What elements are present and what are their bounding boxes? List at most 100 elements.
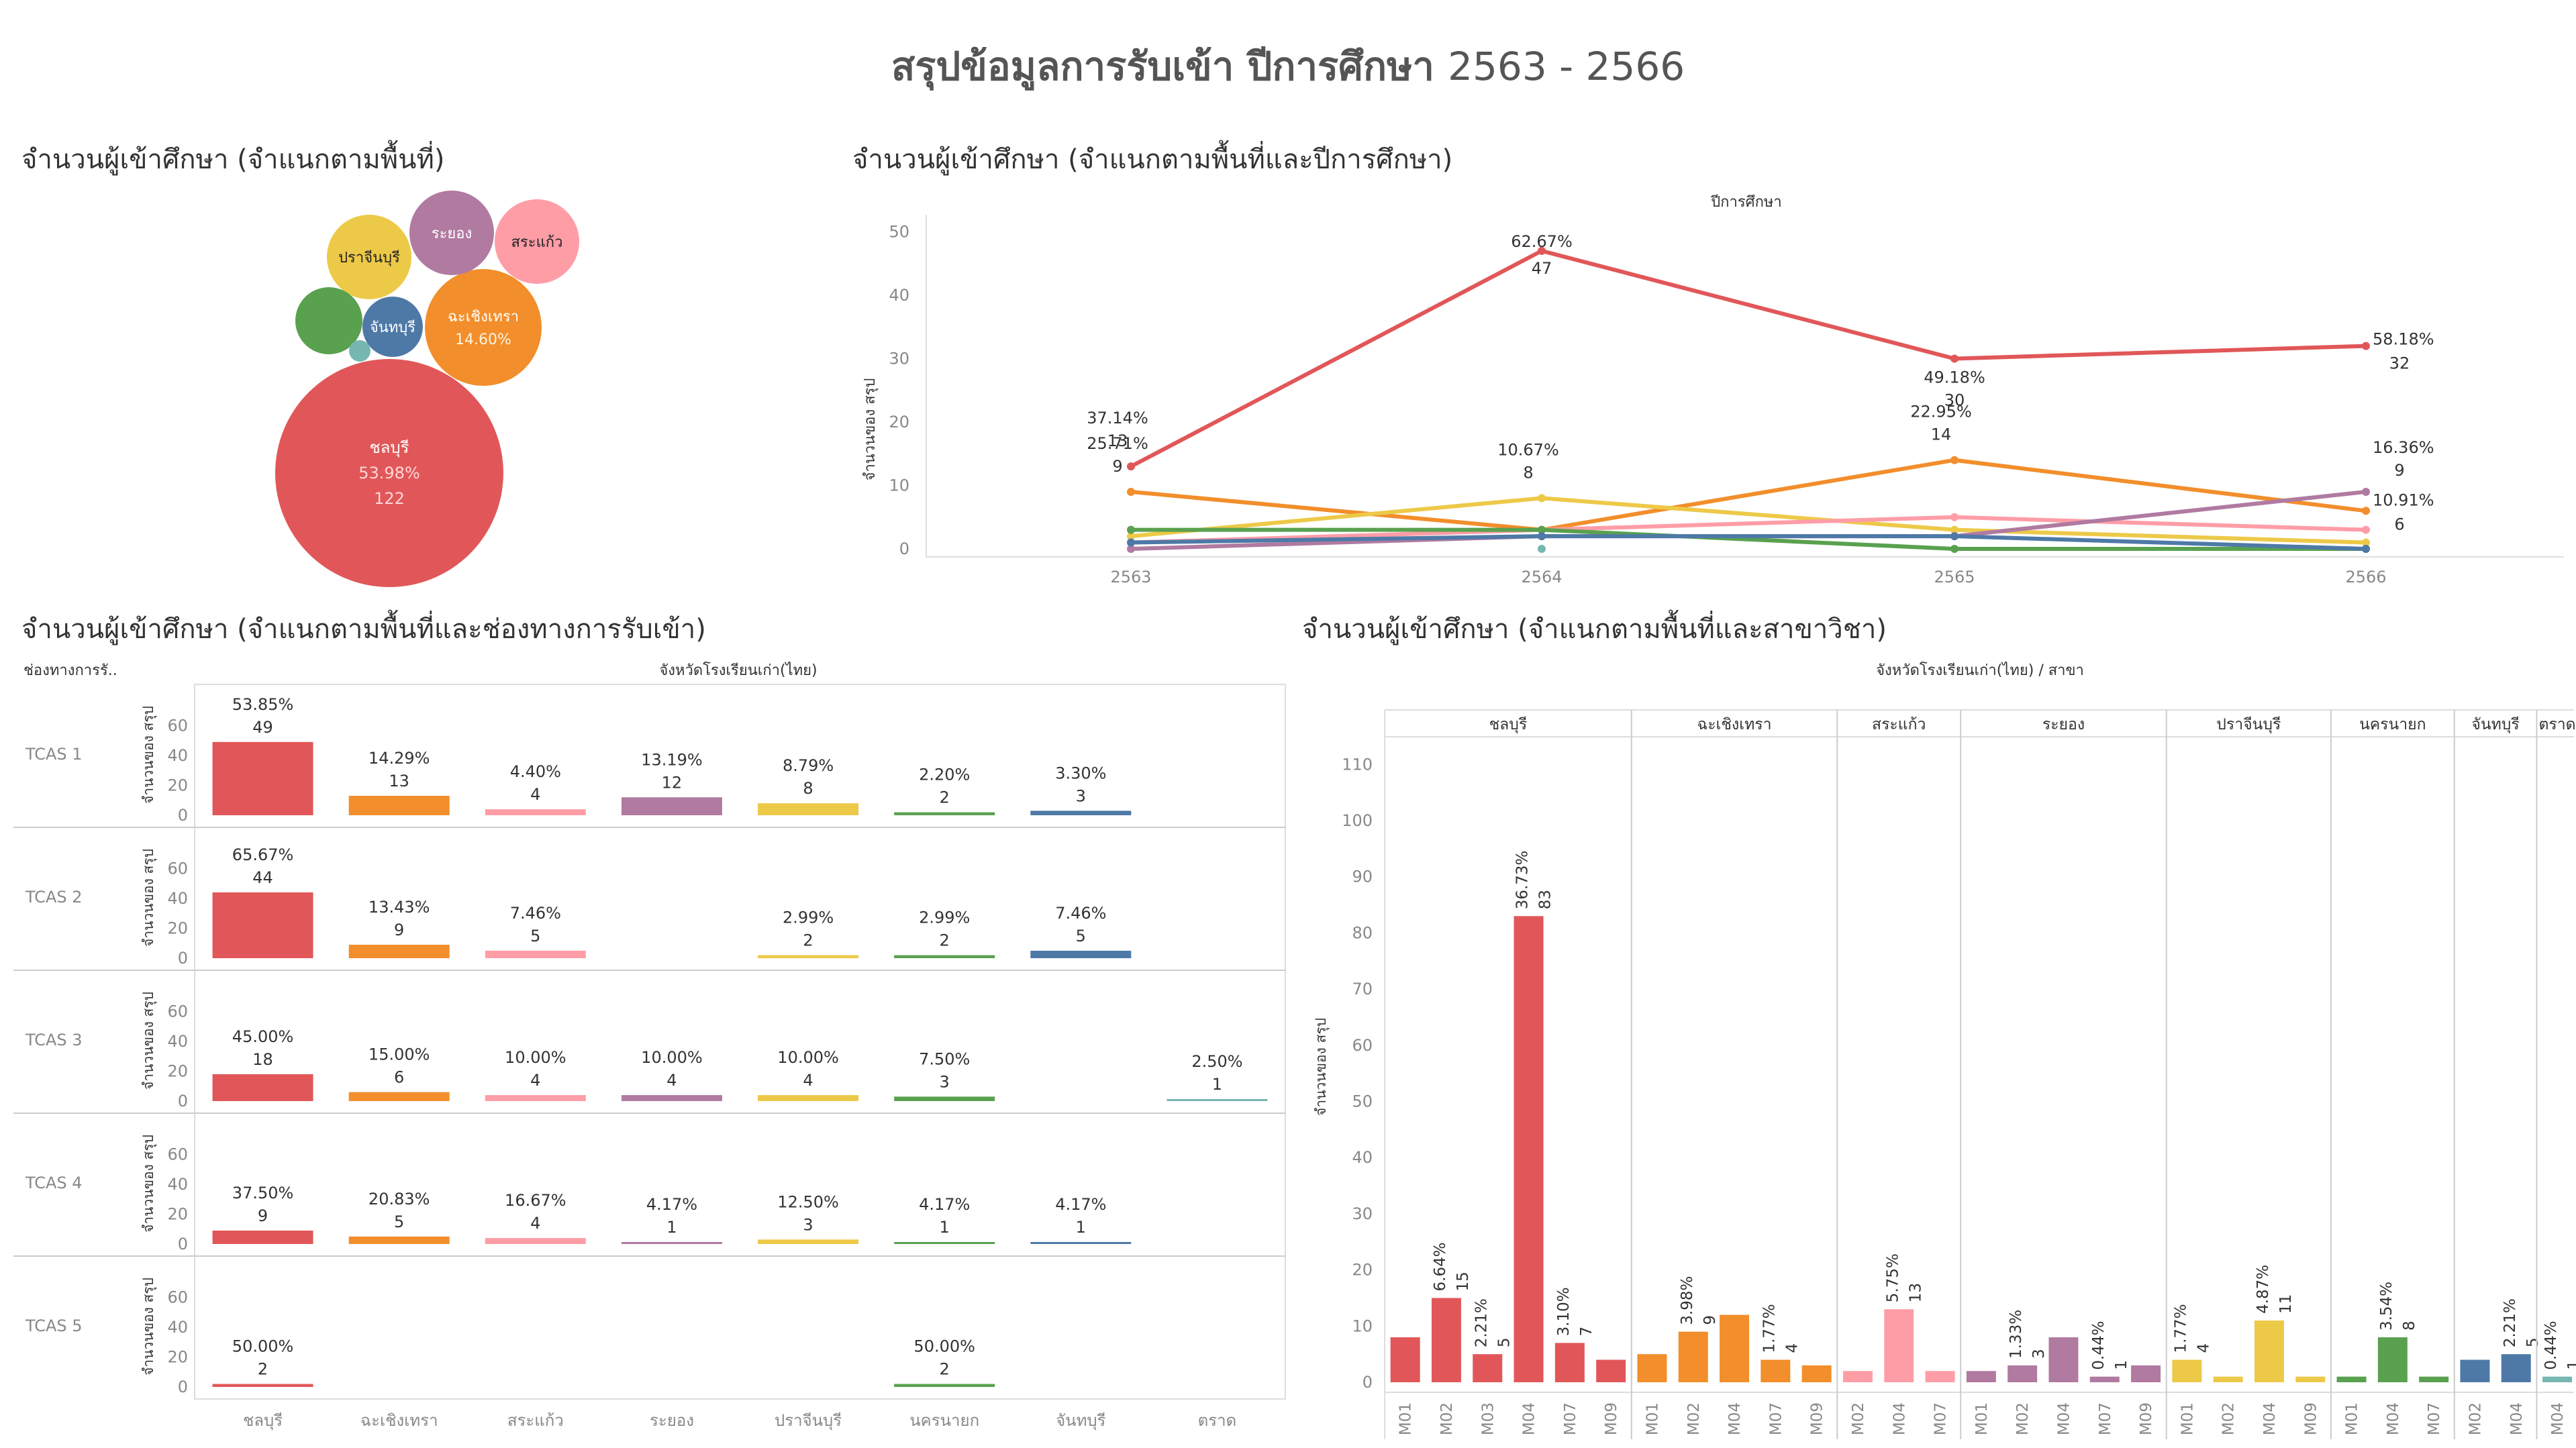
group-label-ปราจีนบุรี: ปราจีนบุรี bbox=[2216, 716, 2281, 733]
row-label-TCAS-4: TCAS 4 bbox=[25, 1174, 83, 1192]
y-axis-label: จำนวนของ สรุป bbox=[140, 992, 157, 1090]
bubble-label: ระยอง bbox=[432, 225, 472, 242]
data-point bbox=[2362, 538, 2370, 547]
row-label-TCAS-5: TCAS 5 bbox=[25, 1316, 83, 1335]
y-tick: 30 bbox=[1352, 1204, 1373, 1223]
bar-value: 4 bbox=[2195, 1343, 2212, 1353]
series-line-ปราจีนบุรี bbox=[1130, 496, 2367, 545]
bar-ชลบุรี bbox=[212, 1230, 313, 1244]
bubble-label: ฉะเชิงเทรา bbox=[448, 309, 519, 325]
bar-ระยอง bbox=[621, 797, 722, 815]
bar-pct: 3.54% bbox=[2378, 1282, 2395, 1331]
tcas-chart-title: จำนวนผู้เข้าศึกษา (จำแนกตามพื้นที่และช่อ… bbox=[21, 614, 706, 645]
page-title: สรุปข้อมูลการรับเข้า ปีการศึกษา 2563 - 2… bbox=[891, 44, 1685, 89]
x-tick: M01 bbox=[1644, 1402, 1661, 1435]
bar-pct: 65.67% bbox=[232, 845, 294, 864]
bar-value: 1 bbox=[666, 1218, 677, 1237]
data-point bbox=[1950, 513, 1959, 521]
y-tick: 0 bbox=[178, 1378, 188, 1396]
title-years: 2563 - 2566 bbox=[1448, 44, 1685, 89]
bar-pct: 3.10% bbox=[1555, 1287, 1573, 1336]
bar-pct: 8.79% bbox=[783, 756, 834, 775]
bar-ฉะเชิงเทรา bbox=[348, 1092, 450, 1101]
bar-value: 5 bbox=[394, 1212, 404, 1231]
y-tick: 110 bbox=[1342, 755, 1373, 774]
x-tick: M07 bbox=[2426, 1402, 2443, 1435]
bar-ปราจีนบุรี bbox=[758, 955, 859, 958]
bar-pct: 6.64% bbox=[1432, 1242, 1449, 1291]
y-tick: 60 bbox=[167, 1002, 188, 1021]
x-tick: M02 bbox=[2467, 1402, 2484, 1435]
y-tick: 100 bbox=[1342, 811, 1373, 830]
bar-สระแก้ว-M02 bbox=[1842, 1371, 1873, 1382]
bar-pct: 2.99% bbox=[783, 909, 834, 927]
y-tick: 90 bbox=[1352, 868, 1373, 886]
bar-สระแก้ว-M04 bbox=[1884, 1309, 1914, 1382]
bar-value: 2 bbox=[940, 1360, 950, 1379]
data-point bbox=[2362, 545, 2370, 553]
bar-value: 2 bbox=[803, 931, 813, 950]
x-tick: M07 bbox=[1767, 1402, 1785, 1435]
bar-สระแก้ว bbox=[485, 1095, 586, 1101]
bubble-label: ชลบุรี bbox=[369, 438, 409, 458]
bar-pct: 2.50% bbox=[1191, 1052, 1242, 1071]
bar-ฉะเชิงเทรา bbox=[348, 1236, 450, 1244]
bubble-pct: 53.98% bbox=[358, 464, 420, 482]
bar-value: 44 bbox=[252, 868, 273, 887]
y-tick: 20 bbox=[167, 919, 188, 937]
y-tick: 40 bbox=[167, 1032, 188, 1051]
bar-ระยอง bbox=[621, 1095, 722, 1101]
x-tick: M04 bbox=[1726, 1402, 1744, 1435]
bar-ฉะเชิงเทรา bbox=[348, 944, 450, 958]
bubble-value: 122 bbox=[374, 489, 405, 508]
bar-value: 15 bbox=[1454, 1272, 1472, 1291]
bar-value: 3 bbox=[2030, 1349, 2048, 1359]
data-point bbox=[1127, 525, 1135, 534]
bar-value: 3 bbox=[940, 1072, 950, 1091]
bar-pct: 5.75% bbox=[1884, 1253, 1901, 1302]
bar-value: 1 bbox=[2113, 1360, 2130, 1370]
bar-pct: 2.99% bbox=[919, 909, 970, 927]
x-tick: ระยอง bbox=[650, 1411, 694, 1430]
bar-value: 3 bbox=[1076, 786, 1086, 805]
bar-value: 2 bbox=[258, 1360, 268, 1379]
x-tick: M04 bbox=[1521, 1402, 1538, 1435]
data-label-value: 47 bbox=[1532, 259, 1552, 278]
bar-ตราด-M04 bbox=[2542, 1376, 2573, 1382]
bar-value: 6 bbox=[394, 1068, 404, 1087]
bubble-7 bbox=[295, 287, 362, 354]
bar-ชลบุรี-M07 bbox=[1554, 1343, 1585, 1382]
x-tick: M09 bbox=[2138, 1402, 2155, 1435]
data-label-value: 32 bbox=[2389, 354, 2410, 373]
x-tick: ตราด bbox=[1198, 1411, 1237, 1430]
bar-ระยอง-M02 bbox=[2008, 1365, 2038, 1382]
y-tick: 0 bbox=[899, 539, 909, 558]
y-tick: 20 bbox=[167, 1062, 188, 1080]
x-tick: M09 bbox=[1603, 1402, 1620, 1435]
data-point bbox=[1950, 456, 1959, 464]
bar-นครนายก bbox=[894, 812, 995, 815]
data-label-value: 9 bbox=[2394, 461, 2404, 480]
bar-value: 4 bbox=[530, 1214, 540, 1233]
bar-pct: 53.85% bbox=[232, 695, 294, 714]
y-tick: 40 bbox=[167, 889, 188, 908]
group-label-ฉะเชิงเทรา: ฉะเชิงเทรา bbox=[1697, 716, 1772, 733]
x-tick: สระแก้ว bbox=[507, 1411, 564, 1430]
bar-สระแก้ว bbox=[485, 950, 586, 958]
y-tick: 20 bbox=[889, 413, 909, 431]
x-tick: M02 bbox=[1850, 1402, 1867, 1435]
bar-สระแก้ว-M07 bbox=[1925, 1371, 1955, 1382]
bar-value: 8 bbox=[2401, 1321, 2418, 1331]
group-label-ชลบุรี: ชลบุรี bbox=[1489, 716, 1528, 733]
row-label-TCAS-1: TCAS 1 bbox=[25, 745, 83, 764]
x-tick: จันทบุรี bbox=[1056, 1411, 1106, 1431]
bar-นครนายก bbox=[894, 955, 995, 958]
y-tick: 0 bbox=[178, 806, 188, 825]
y-axis-label: จำนวนของ สรุป bbox=[140, 849, 157, 947]
bar-ฉะเชิงเทรา bbox=[348, 796, 450, 815]
group-label-สระแก้ว: สระแก้ว bbox=[1872, 716, 1926, 733]
bar-value: 7 bbox=[1578, 1327, 1595, 1337]
data-point bbox=[2362, 525, 2370, 534]
x-tick: 2564 bbox=[1521, 568, 1562, 586]
data-point bbox=[2362, 342, 2370, 350]
